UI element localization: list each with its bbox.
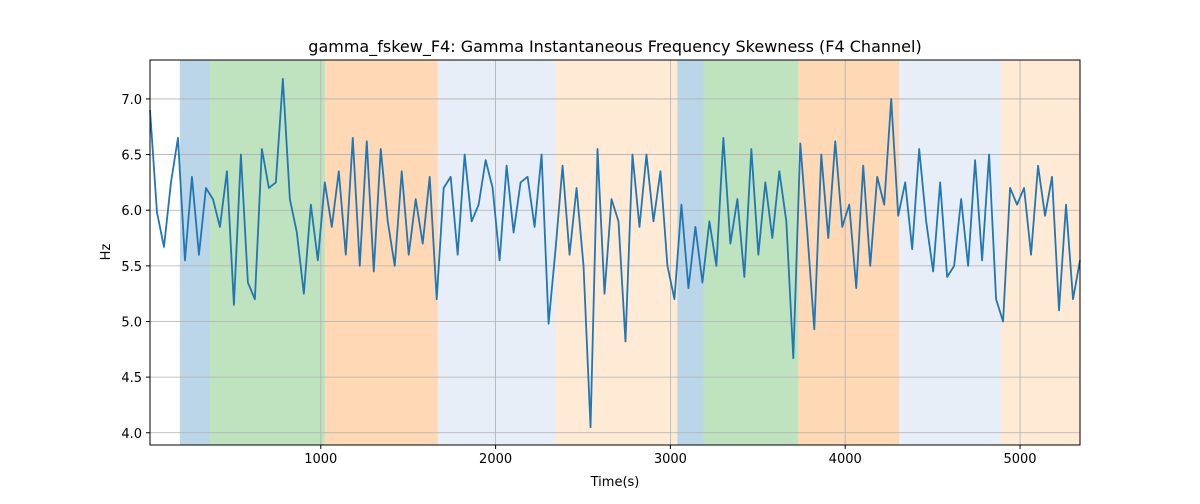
region xyxy=(798,60,900,445)
y-tick-label: 7.0 xyxy=(121,93,142,108)
y-tick-label: 5.0 xyxy=(121,315,142,330)
chart-title: gamma_fskew_F4: Gamma Instantaneous Freq… xyxy=(308,37,921,57)
region xyxy=(437,60,556,445)
region xyxy=(555,60,678,445)
plot-frame xyxy=(149,59,1081,446)
y-axis-label: Hz xyxy=(99,244,114,261)
data-line xyxy=(149,78,1081,429)
y-tick-label: 6.0 xyxy=(121,204,142,219)
x-tick-label: 4000 xyxy=(829,452,862,467)
x-axis-label: Time(s) xyxy=(590,475,640,490)
x-tick-label: 5000 xyxy=(1003,452,1036,467)
region xyxy=(324,60,438,445)
region xyxy=(703,60,799,445)
y-tick-label: 4.5 xyxy=(121,371,142,386)
x-tick-label: 1000 xyxy=(304,452,337,467)
y-tick-label: 5.5 xyxy=(121,260,142,275)
region xyxy=(677,60,704,445)
region xyxy=(1000,60,1080,445)
x-tick-label: 3000 xyxy=(654,452,687,467)
y-tick-label: 4.0 xyxy=(121,427,142,442)
y-tick-label: 6.5 xyxy=(121,149,142,164)
region xyxy=(899,60,1001,445)
region xyxy=(209,60,325,445)
x-tick-label: 2000 xyxy=(479,452,512,467)
